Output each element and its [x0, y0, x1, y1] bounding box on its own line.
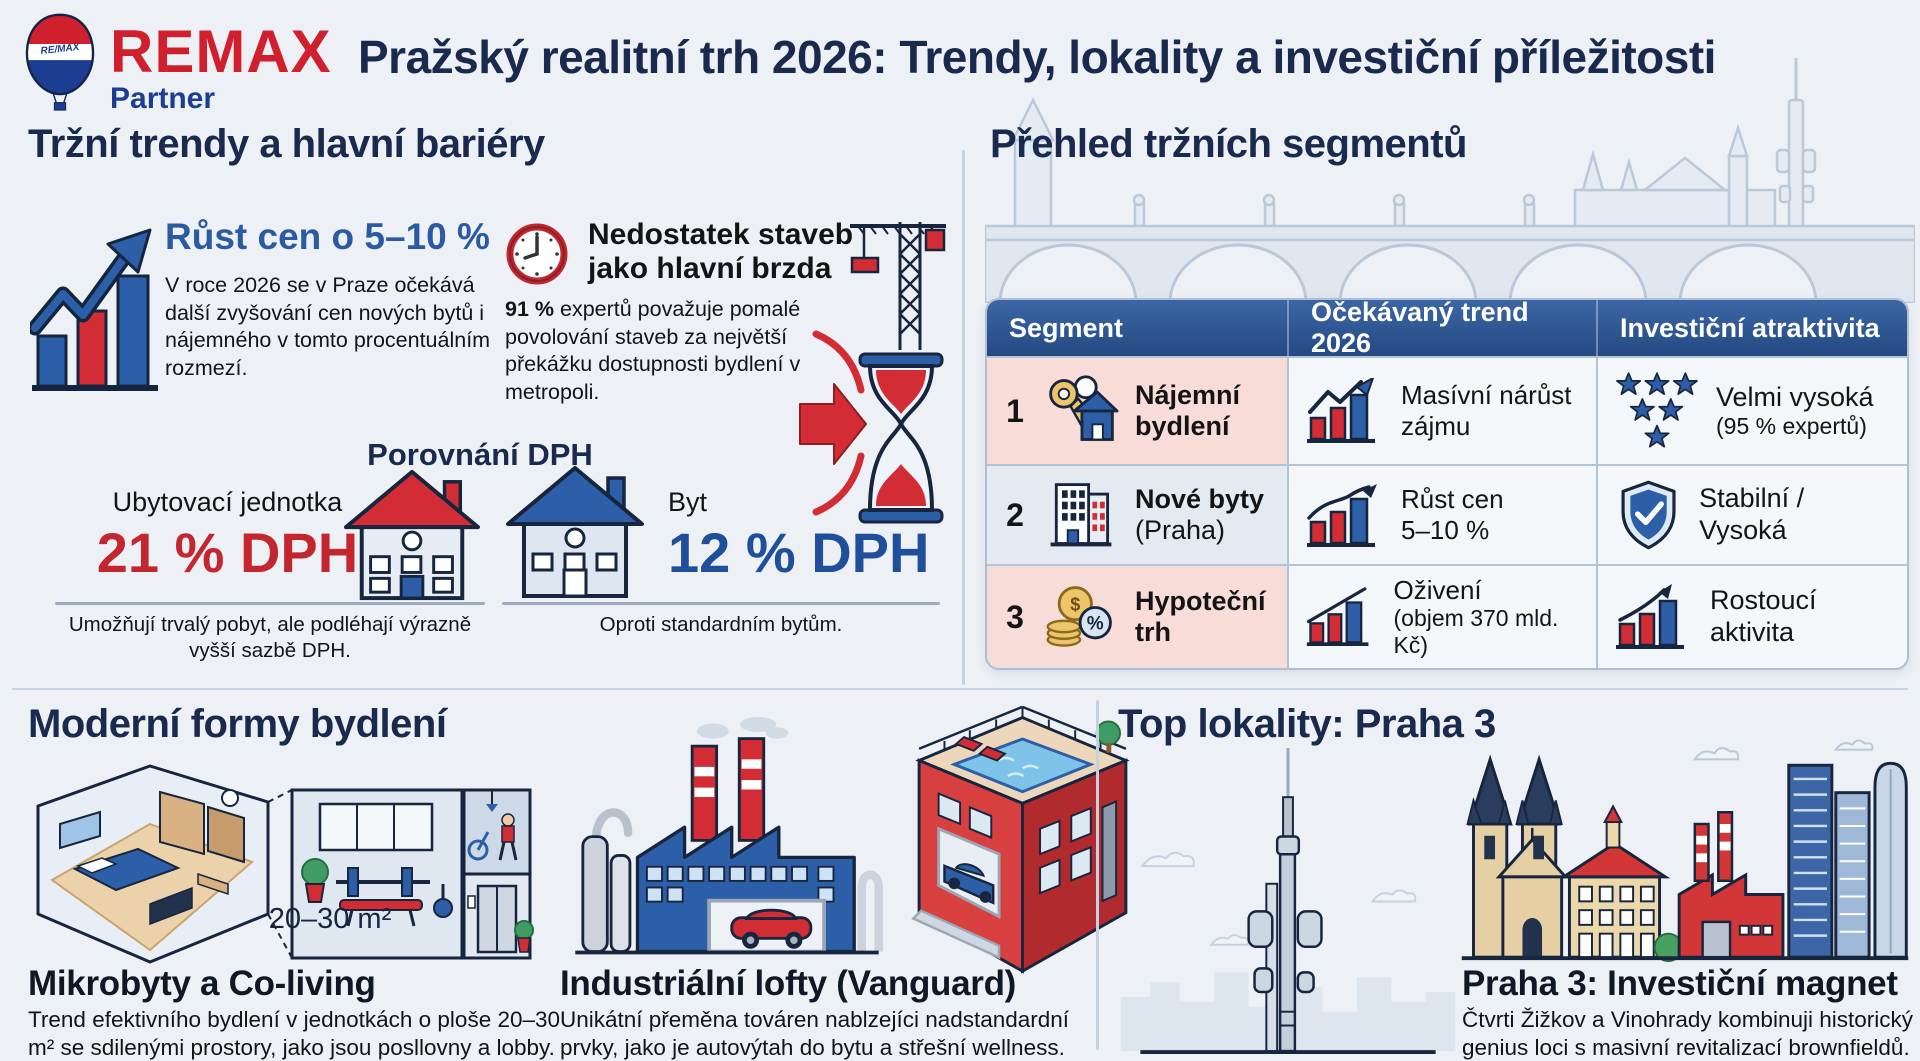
svg-text:$: $ — [1070, 594, 1080, 614]
vertical-divider-top — [962, 150, 965, 685]
row-number: 1 — [1006, 392, 1024, 429]
page-title: Pražský realitní trh 2026: Trendy, lokal… — [358, 31, 1716, 83]
dph-right-block: Byt 12 % DPH — [668, 487, 929, 583]
price-growth-body: V roce 2026 se v Praze očekává další zvy… — [165, 273, 491, 380]
micro-title: Mikrobyty a Co-living — [28, 964, 376, 1003]
keys-house-icon — [1049, 375, 1119, 441]
localities-heading: Top lokality: Praha 3 — [1118, 702, 1496, 746]
prague3-cityscape-illustration — [1455, 730, 1915, 965]
shortage-stat: 91 % — [505, 297, 555, 321]
clock-icon — [505, 222, 569, 286]
dph-right-caption: Oproti standardním bytům. — [599, 613, 843, 636]
attractiveness-text: Rostoucí aktivita — [1710, 585, 1817, 647]
stars-rating-icon — [1616, 372, 1698, 448]
row-number: 3 — [1006, 598, 1024, 635]
table-row-1-attractiveness: Velmi vysoká (95 % expertů) — [1596, 356, 1907, 464]
house-blue-icon — [500, 462, 650, 602]
factory-illustration — [562, 716, 892, 961]
table-row-2-trend: Růst cen 5–10 % — [1287, 464, 1596, 564]
trend-up-curve-icon — [1307, 484, 1377, 547]
area-label: 20–30 m² — [268, 903, 392, 935]
segment-label: Hypoteční trh — [1135, 585, 1266, 647]
price-growth-block: Růst cen o 5–10 % V roce 2026 se v Praze… — [165, 216, 515, 382]
trend-text: Růst cen 5–10 % — [1401, 484, 1504, 545]
micro-body: Trend efektivního bydlení v jednotkách o… — [28, 1007, 561, 1061]
table-row-2-segment: 2 Nové byty (Praha) — [987, 464, 1287, 564]
dph-right-rule — [502, 602, 940, 605]
modern-heading: Moderní formy bydlení — [28, 702, 447, 746]
dph-right-label: Byt — [668, 487, 708, 517]
brand-block: REMAX Partner — [110, 22, 332, 114]
micro-apartment-illustration — [30, 762, 535, 967]
table-row-1-trend: Masívní nárůst zájmu — [1287, 356, 1596, 464]
growing-activity-icon — [1616, 584, 1684, 649]
praha3-title: Praha 3: Investiční magnet — [1462, 964, 1898, 1003]
prague-skyline-backdrop — [985, 58, 1915, 303]
praha3-body: Čtvrti Žižkov a Vinohrady kombinuji hist… — [1462, 1007, 1913, 1061]
shield-check-icon — [1621, 480, 1676, 550]
shortage-title-line2: jako hlavní brzda — [588, 251, 832, 285]
building-icon — [1050, 483, 1112, 547]
table-row-2-attractiveness: Stabilní / Vysoká — [1596, 464, 1907, 564]
table-row-3-segment: 3 $ % Hypoteční trh — [987, 564, 1287, 668]
crane-hourglass-icon — [798, 212, 948, 532]
trend-text: Oživení (objem 370 mld. Kč) — [1393, 574, 1559, 659]
segments-heading: Přehled tržních segmentů — [990, 122, 1467, 166]
horizontal-divider — [12, 688, 1908, 690]
trend-text: Masívní nárůst zájmu — [1401, 380, 1572, 441]
dph-left-value: 21 % DPH — [96, 521, 359, 584]
lofts-body: Unikátní přeměna továren nablzejíci nads… — [560, 1007, 1070, 1061]
lofts-title: Industriální lofty (Vanguard) — [560, 964, 1017, 1003]
segment-label: Nové byty (Praha) — [1135, 483, 1265, 545]
attractiveness-text: Stabilní / Vysoká — [1699, 483, 1805, 545]
dph-right-value: 12 % DPH — [668, 521, 930, 584]
row-number: 2 — [1006, 496, 1024, 533]
house-red-icon — [338, 466, 486, 604]
brand-name: REMAX — [110, 18, 332, 85]
trend-up-line-icon — [1306, 587, 1369, 646]
zizkov-tower-illustration — [1118, 746, 1458, 1056]
shortage-title: Nedostatek staveb jako hlavní brzda — [588, 218, 853, 285]
table-header-segment: Segment — [987, 300, 1287, 356]
dph-left-rule — [55, 602, 485, 605]
dph-left-block: Ubytovací jednotka 21 % DPH — [95, 487, 360, 583]
table-row-3-attractiveness: Rostoucí aktivita — [1596, 564, 1907, 668]
balloon-icon — [25, 13, 95, 111]
coins-percent-icon: $ % — [1046, 586, 1112, 647]
svg-text:%: % — [1087, 613, 1104, 634]
dph-left-label: Ubytovací jednotka — [112, 487, 343, 517]
shortage-body: 91 % expertů považuje pomalé povolování … — [505, 297, 801, 404]
remax-balloon-logo — [22, 12, 98, 112]
table-header-trend: Očekávaný trend 2026 — [1287, 300, 1596, 358]
price-growth-title: Růst cen o 5–10 % — [165, 216, 490, 257]
price-growth-chart-icon — [30, 228, 160, 393]
shortage-title-line1: Nedostatek staveb — [588, 218, 854, 251]
vertical-divider-bottom — [1096, 700, 1099, 1050]
brand-subname: Partner — [110, 82, 216, 115]
trends-heading: Tržní trendy a hlavní bariéry — [28, 122, 545, 166]
trend-up-zigzag-icon — [1307, 378, 1375, 443]
segments-table: Segment Očekávaný trend 2026 Investiční … — [985, 298, 1909, 670]
dph-heading: Porovnání DPH — [367, 437, 593, 472]
dph-left-caption: Umožňují trvalý pobyt, ale podléhají výr… — [68, 613, 472, 662]
loft-building-illustration — [905, 700, 1140, 978]
table-row-3-trend: Oživení (objem 370 mld. Kč) — [1287, 564, 1596, 668]
table-header-attractiveness: Investiční atraktivita — [1596, 300, 1907, 356]
attractiveness-text: Velmi vysoká (95 % expertů) — [1716, 381, 1874, 440]
table-row-1-segment: 1 Nájemní bydlení — [987, 356, 1287, 464]
segment-label: Nájemní bydlení — [1135, 379, 1241, 441]
